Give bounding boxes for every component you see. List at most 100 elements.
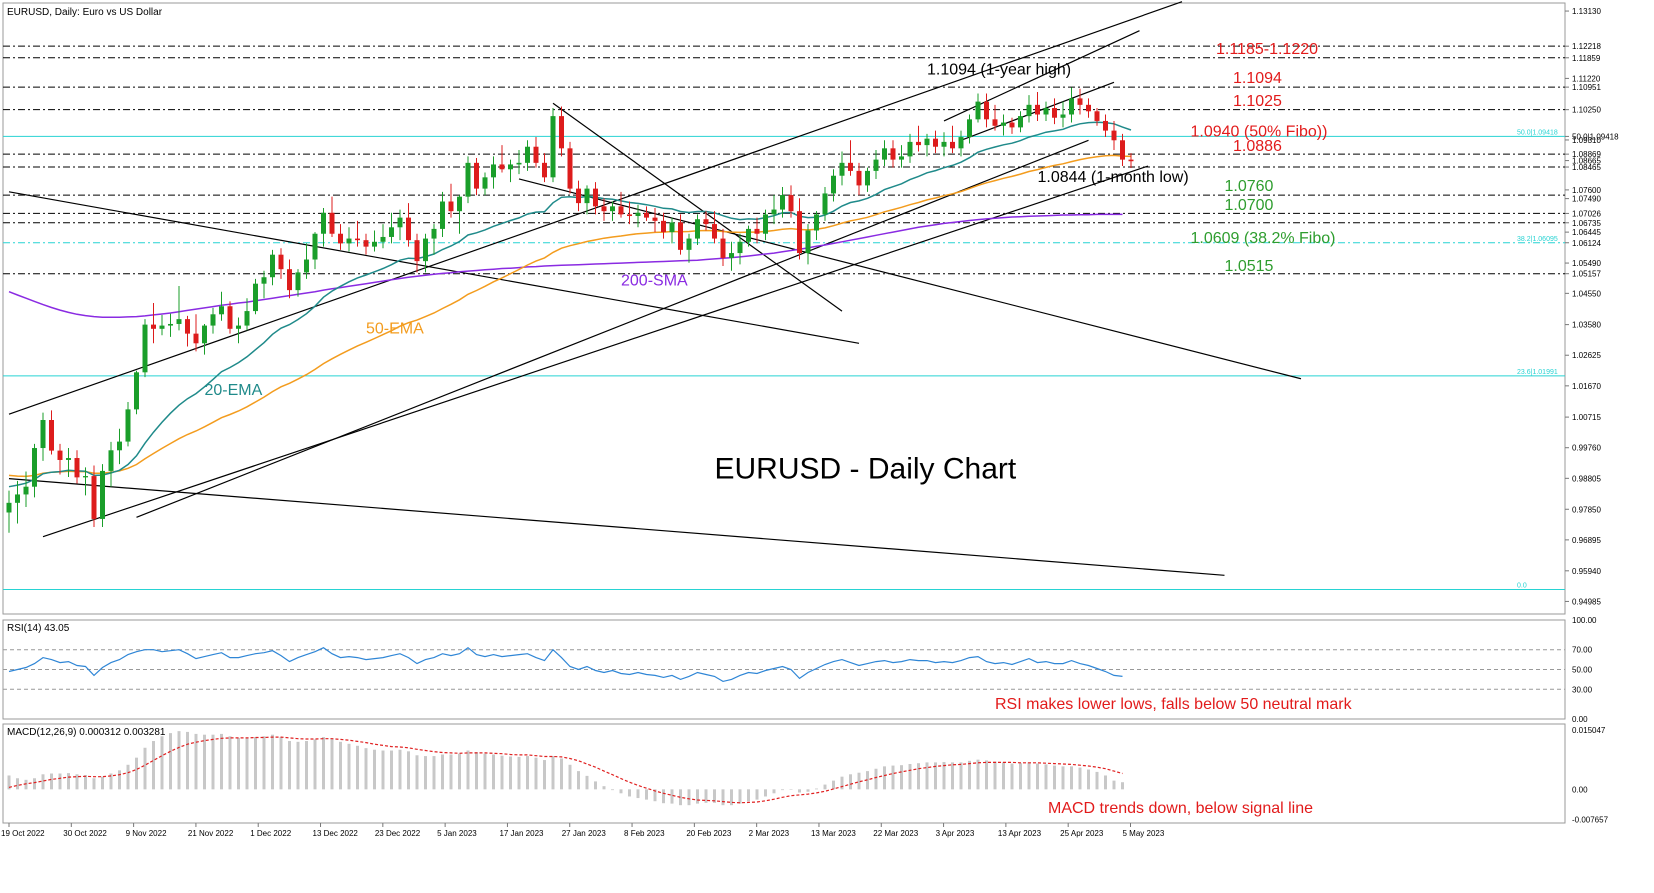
candle-48 (414, 233, 420, 273)
candle-16 (142, 319, 148, 378)
macd-bar-72 (619, 789, 623, 794)
candle-18 (159, 314, 165, 336)
macd-bar-123 (1053, 765, 1056, 790)
candle-36 (312, 232, 318, 270)
macd-bar-59 (509, 756, 512, 790)
candle-53 (457, 195, 462, 234)
candle-body (380, 236, 386, 242)
candle-body (822, 193, 828, 215)
candle-47 (406, 203, 411, 247)
candle-88 (754, 217, 760, 244)
candle-32 (278, 248, 284, 279)
candle-body (950, 141, 955, 149)
main-panel-frame (2, 2, 1566, 615)
candle-26 (227, 301, 233, 334)
macd-bar-61 (526, 756, 529, 790)
macd-bar-82 (704, 789, 708, 803)
candle-body (593, 188, 598, 207)
macd-bar-94 (806, 789, 810, 792)
candle-body (23, 486, 29, 495)
date-tick-label: 22 Mar 2023 (873, 829, 918, 838)
trendline-3 (136, 139, 1089, 518)
date-tick-label: 3 Apr 2023 (936, 829, 975, 838)
candle-body (686, 238, 692, 250)
candle-body (15, 494, 20, 503)
macd-bar-36 (313, 739, 317, 790)
macd-bar-58 (500, 755, 504, 790)
macd-bar-89 (764, 789, 767, 797)
candle-body (916, 141, 921, 146)
macd-bar-22 (194, 733, 198, 790)
candle-124 (1060, 101, 1066, 128)
annotation-7: 1.0760 (1225, 178, 1274, 195)
macd-bar-119 (1019, 763, 1022, 790)
macd-bar-30 (262, 736, 266, 790)
macd-bar-74 (636, 789, 640, 799)
candle-4 (40, 412, 46, 461)
price-tick-label: 0.95940 (1572, 567, 1601, 576)
candle-34 (295, 269, 301, 297)
candle-115 (984, 93, 989, 128)
candle-body (720, 238, 726, 258)
macd-bar-130 (1112, 780, 1116, 790)
price-tick-label: 1.01670 (1572, 382, 1601, 391)
macd-bar-111 (951, 762, 954, 790)
macd-bar-91 (781, 789, 784, 791)
candle-body (83, 476, 88, 478)
candle-body (712, 224, 717, 239)
candle-body (865, 170, 870, 186)
fibo-label-3: 0.0 (1517, 583, 1527, 590)
candle-81 (695, 214, 700, 246)
candle-50 (431, 224, 437, 255)
candle-117 (1001, 114, 1006, 136)
macd-bar-52 (449, 754, 453, 790)
price-tick-label: 1.07490 (1572, 195, 1601, 204)
rsi-annotation: RSI makes lower lows, falls below 50 neu… (995, 696, 1353, 713)
price-annotations: 1.1094 (1-year high) 1.0844 (1-month low)… (205, 41, 1336, 486)
price-tick-label: 1.05490 (1572, 259, 1601, 268)
macd-bar-106 (908, 763, 912, 790)
candle-body (1026, 104, 1032, 117)
macd-bar-53 (458, 753, 461, 790)
trendline-7 (552, 102, 843, 312)
rsi-tick-label: 70.00 (1572, 646, 1593, 655)
candle-128 (1094, 108, 1100, 126)
candle-body (882, 148, 887, 160)
candle-54 (465, 156, 471, 204)
macd-bar-73 (628, 789, 631, 797)
candle-body (1103, 120, 1108, 131)
candle-body (1018, 116, 1023, 128)
macd-bar-2 (24, 779, 28, 790)
macd-bar-81 (696, 789, 699, 804)
candle-118 (1009, 117, 1015, 134)
macd-bar-32 (279, 737, 283, 790)
candle-70 (601, 198, 607, 221)
ema50-line (8, 154, 1132, 478)
macd-bar-120 (1027, 762, 1031, 790)
candle-body (193, 333, 199, 344)
candle-body (389, 227, 394, 237)
candle-body (321, 212, 326, 234)
candle-97 (831, 169, 836, 202)
candle-body (652, 217, 658, 221)
date-tick-label: 25 Apr 2023 (1060, 829, 1104, 838)
macd-bar-98 (840, 776, 844, 790)
macd-bar-17 (152, 741, 155, 790)
candle-body (542, 162, 547, 178)
macd-bar-10 (92, 778, 96, 790)
candle-91 (780, 187, 785, 218)
candle-body (355, 238, 360, 241)
candle-111 (950, 125, 955, 154)
candle-body (771, 209, 777, 215)
candle-body (1035, 104, 1040, 115)
macd-bar-14 (126, 764, 130, 790)
macd-bar-21 (186, 731, 189, 790)
macd-bar-23 (203, 734, 206, 790)
macd-bar-27 (237, 737, 240, 790)
candle-body (244, 311, 250, 326)
candle-body (805, 230, 811, 254)
macd-bar-67 (577, 771, 580, 790)
macd-bar-19 (169, 733, 172, 790)
macd-bar-20 (177, 731, 181, 790)
macd-header: MACD(12,26,9) 0.000312 0.003281 (7, 727, 166, 738)
